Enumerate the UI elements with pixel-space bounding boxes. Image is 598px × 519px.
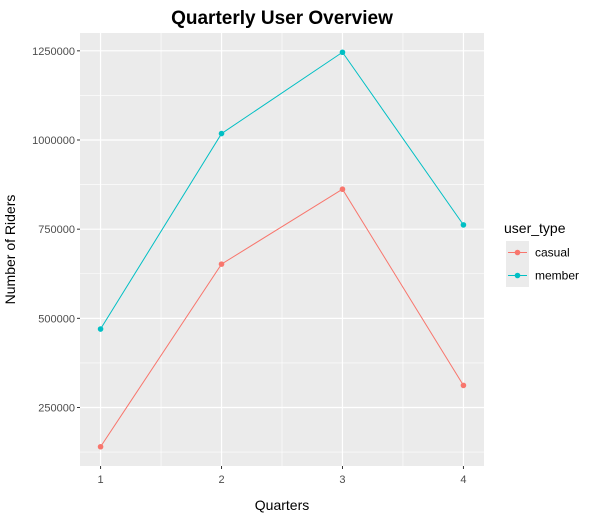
x-axis: 1 2 3 4 [98, 466, 466, 486]
data-point-member [218, 130, 225, 137]
data-point-member [97, 326, 104, 332]
series-line-casual [100, 188, 464, 448]
y-tick-label: 250000 [38, 403, 75, 415]
series-member [97, 49, 467, 332]
legend-point-member [514, 272, 521, 279]
legend-label-member: member [535, 269, 579, 283]
x-axis-label: Quarters [255, 497, 309, 513]
legend-label-casual: casual [535, 246, 570, 260]
x-tick-label: 3 [339, 474, 345, 486]
series-line-member [100, 51, 464, 330]
y-axis: 250000 500000 750000 1000000 1250000 [32, 46, 80, 415]
data-point-casual [460, 382, 467, 389]
grid-minor [80, 33, 484, 466]
data-point-member [460, 222, 467, 228]
chart-title: Quarterly User Overview [171, 8, 393, 29]
grid-major [80, 33, 484, 466]
y-tick-label: 750000 [38, 224, 75, 236]
data-point-casual [339, 186, 346, 193]
x-tick-label: 1 [98, 474, 104, 486]
y-tick-label: 1250000 [32, 46, 75, 58]
data-point-member [339, 49, 346, 56]
series-layer [97, 49, 467, 450]
x-tick-label: 2 [218, 474, 224, 486]
y-tick-label: 500000 [38, 313, 75, 325]
legend-item-member: member [506, 264, 579, 287]
data-point-casual [97, 443, 104, 450]
legend-point-casual [514, 249, 521, 256]
x-tick-label: 4 [460, 474, 466, 486]
y-tick-label: 1000000 [32, 135, 75, 147]
legend-title: user_type [504, 220, 566, 236]
legend-items: casual member [506, 241, 579, 287]
legend-item-casual: casual [506, 241, 570, 264]
y-axis-label: Number of Riders [2, 195, 18, 305]
series-casual [97, 186, 467, 450]
legend: user_type casual member [504, 220, 579, 287]
data-point-casual [218, 261, 225, 267]
